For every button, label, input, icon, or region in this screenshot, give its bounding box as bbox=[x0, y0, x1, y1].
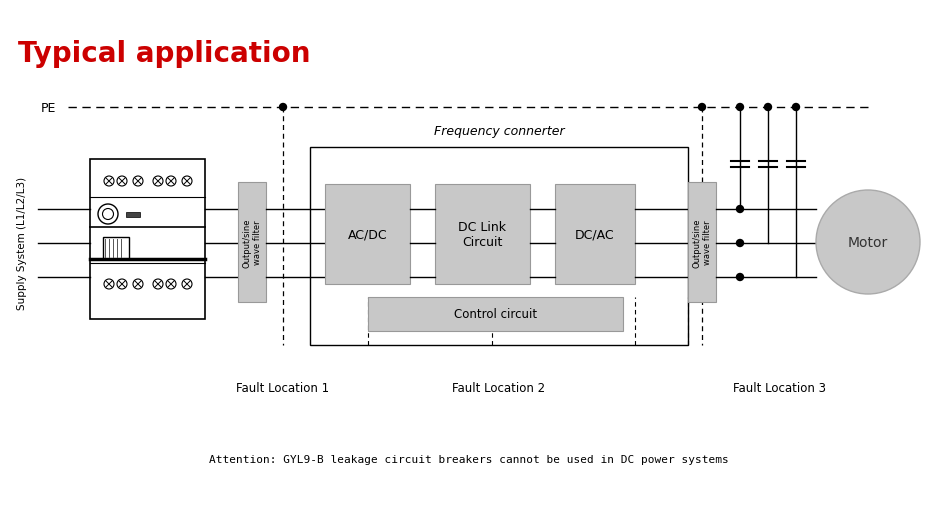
Text: Output/sine
wave filter: Output/sine wave filter bbox=[692, 218, 711, 267]
Circle shape bbox=[117, 177, 127, 187]
Circle shape bbox=[104, 177, 114, 187]
Bar bbox=[434, 185, 530, 284]
Circle shape bbox=[736, 240, 742, 247]
Text: Control circuit: Control circuit bbox=[453, 308, 536, 321]
Circle shape bbox=[736, 105, 742, 111]
Circle shape bbox=[279, 105, 286, 111]
Text: Frequency connerter: Frequency connerter bbox=[433, 125, 563, 138]
Text: Fault Location 2: Fault Location 2 bbox=[452, 381, 545, 394]
Bar bbox=[687, 183, 715, 302]
Text: Fault Location 3: Fault Location 3 bbox=[733, 381, 826, 394]
Bar bbox=[103, 237, 129, 260]
Circle shape bbox=[117, 279, 127, 289]
Circle shape bbox=[102, 209, 113, 220]
Circle shape bbox=[98, 205, 118, 225]
Text: AC/DC: AC/DC bbox=[347, 228, 387, 241]
Text: Typical application: Typical application bbox=[18, 40, 310, 68]
Bar bbox=[554, 185, 635, 284]
Circle shape bbox=[736, 206, 742, 213]
Circle shape bbox=[736, 274, 742, 281]
Bar bbox=[125, 213, 139, 218]
Circle shape bbox=[697, 105, 705, 111]
Circle shape bbox=[104, 279, 114, 289]
Circle shape bbox=[166, 279, 176, 289]
Circle shape bbox=[182, 279, 192, 289]
Text: Attention: GYL9-B leakage circuit breakers cannot be used in DC power systems: Attention: GYL9-B leakage circuit breake… bbox=[209, 454, 727, 464]
Circle shape bbox=[153, 279, 163, 289]
Circle shape bbox=[166, 177, 176, 187]
Circle shape bbox=[764, 105, 770, 111]
Text: DC Link
Circuit: DC Link Circuit bbox=[458, 221, 506, 248]
Bar bbox=[368, 297, 622, 331]
Bar bbox=[310, 147, 687, 345]
Bar bbox=[238, 183, 266, 302]
Text: PE: PE bbox=[40, 102, 56, 114]
Circle shape bbox=[792, 105, 798, 111]
Text: Output/sine
wave filter: Output/sine wave filter bbox=[242, 218, 261, 267]
Circle shape bbox=[182, 177, 192, 187]
Bar bbox=[90, 160, 205, 319]
Text: Fault Location 1: Fault Location 1 bbox=[236, 381, 329, 394]
Circle shape bbox=[133, 177, 143, 187]
Circle shape bbox=[133, 279, 143, 289]
Circle shape bbox=[153, 177, 163, 187]
Text: Motor: Motor bbox=[847, 235, 887, 249]
Text: Supply System (L1/L2/L3): Supply System (L1/L2/L3) bbox=[17, 176, 27, 309]
Circle shape bbox=[815, 190, 919, 294]
Text: DC/AC: DC/AC bbox=[575, 228, 614, 241]
Bar bbox=[325, 185, 410, 284]
